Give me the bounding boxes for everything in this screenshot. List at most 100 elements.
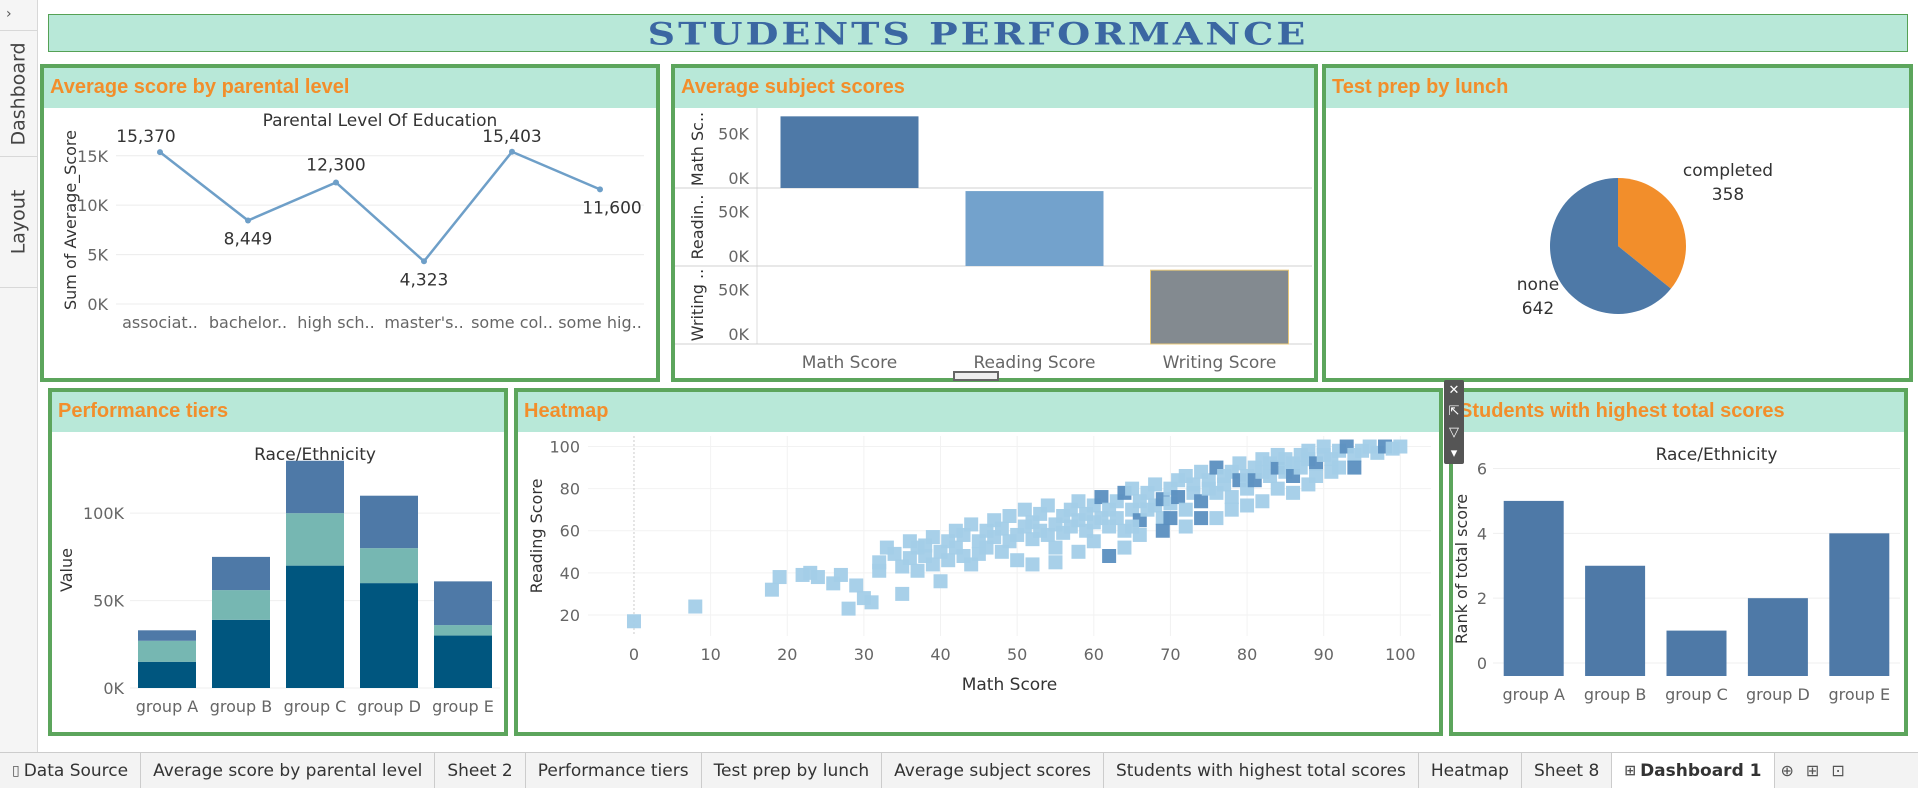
bar-segment <box>286 460 344 514</box>
database-icon: ▯ <box>12 762 20 779</box>
tiers-stacked-bar-chart: Race/Ethnicity Value 0K 50K 100K group A group… <box>57 445 500 716</box>
sheet-tab[interactable]: Heatmap <box>1419 753 1522 788</box>
x-tick-label: group A <box>1502 685 1565 704</box>
y-tick-label: 15K <box>77 147 108 166</box>
new-dashboard-icon[interactable]: ⊞ <box>1805 761 1820 780</box>
y-tick-label: 100K <box>83 504 125 523</box>
side-panel: › Dashboard Layout <box>0 0 38 752</box>
data-point <box>597 186 603 193</box>
close-icon[interactable]: ✕ <box>1448 383 1460 398</box>
slice-label: completed <box>1683 161 1773 181</box>
y-tick-label: 20 <box>560 606 580 625</box>
bar-segment <box>434 625 492 636</box>
drag-handle[interactable] <box>953 371 999 381</box>
bar-segment <box>434 581 492 626</box>
sheet-tab[interactable]: Performance tiers <box>526 753 702 788</box>
x-tick-label: group C <box>1665 685 1728 704</box>
data-point <box>1393 439 1408 454</box>
bar-segment <box>286 565 344 688</box>
sheet-tab[interactable]: ▯ Data Source <box>0 753 142 788</box>
panel-parental[interactable]: Average score by parental level Parental… <box>40 64 660 382</box>
sheet-tab[interactable]: Average score by parental level <box>141 753 436 788</box>
bar-segment <box>434 635 492 688</box>
data-point <box>941 553 956 568</box>
pie-slice <box>1618 178 1686 289</box>
data-point <box>764 582 779 597</box>
sheet-tab[interactable]: Average subject scores <box>882 753 1104 788</box>
data-point <box>864 595 879 610</box>
highest-bar-chart: Race/Ethnicity Rank of total score 0 2 4 6 gro… <box>1452 445 1900 704</box>
data-point <box>1286 485 1301 500</box>
data-point <box>1316 439 1331 454</box>
data-point <box>1125 519 1140 534</box>
x-tick-label: group A <box>136 697 199 716</box>
y-tick-label: 40 <box>560 564 580 583</box>
data-point <box>994 521 1009 536</box>
y-tick-label: 50K <box>718 281 749 300</box>
dashboard-title-banner: STUDENTS PERFORMANCE <box>48 14 1908 52</box>
sheet-tab[interactable]: ⊞ Dashboard 1 <box>1612 753 1775 788</box>
side-tab-layout[interactable]: Layout <box>0 156 37 288</box>
data-point <box>1048 540 1063 555</box>
bar-segment <box>138 630 196 641</box>
bar <box>1666 630 1727 676</box>
data-point <box>1186 477 1201 492</box>
y-axis-label: Reading Score <box>527 479 546 594</box>
x-tick-label: group B <box>1584 685 1647 704</box>
slice-value: 642 <box>1522 299 1554 319</box>
open-sheet-icon[interactable]: ⇱ <box>1448 404 1460 419</box>
x-tick-label: 90 <box>1314 645 1334 664</box>
dashboard-title: STUDENTS PERFORMANCE <box>647 14 1309 52</box>
x-tick-label: group D <box>1746 685 1810 704</box>
x-tick-label: 10 <box>700 645 720 664</box>
sheet-tab[interactable]: Sheet 2 <box>435 753 526 788</box>
panel-highest[interactable]: Students with highest total scores Race/… <box>1449 388 1908 736</box>
subjects-bar-chart: 0K 50K Math Sc.. 0K 50K Readin.. 0K 50K Writing … <box>675 108 1312 373</box>
data-point <box>1025 557 1040 572</box>
data-point <box>1178 502 1193 517</box>
more-options-icon[interactable]: ▾ <box>1450 446 1458 461</box>
y-tick-label: 80 <box>560 480 580 499</box>
x-tick-label: some col.. <box>471 313 553 332</box>
data-point <box>1171 490 1186 505</box>
bar-segment <box>286 513 344 566</box>
new-story-icon[interactable]: ⊡ <box>1831 761 1845 780</box>
bar-segment <box>360 548 418 584</box>
panel-testprep[interactable]: Test prep by lunch completed 358 none 642 <box>1322 64 1913 382</box>
y-tick-label: 0K <box>728 247 749 266</box>
panel-header: Heatmap <box>518 392 1439 432</box>
expand-chevron-icon[interactable]: › <box>6 6 12 22</box>
panel-tiers[interactable]: Performance tiers Race/Ethnicity Value 0K 5… <box>48 388 508 736</box>
y-tick-label: 0 <box>1477 654 1487 673</box>
x-tick-label: Math Score <box>802 353 898 373</box>
panel-heatmap[interactable]: Heatmap 20 40 60 80 100 0 10 20 30 40 50 60 70 80 90 10… <box>514 388 1443 736</box>
x-tick-label: master's.. <box>384 313 463 332</box>
data-label: 11,600 <box>582 198 641 218</box>
sheet-tab-label: Students with highest total scores <box>1115 760 1406 781</box>
sheet-tab-label: Performance tiers <box>537 760 689 781</box>
data-point <box>1109 511 1124 526</box>
data-point <box>772 570 787 585</box>
data-point <box>1125 481 1140 496</box>
data-point <box>1002 509 1017 523</box>
data-point <box>1194 494 1209 509</box>
data-point <box>1209 511 1224 526</box>
parental-line-chart: Parental Level Of Education Sum of Averag… <box>61 111 644 332</box>
bar-segment <box>138 661 196 688</box>
sheet-tab[interactable]: Sheet 8 <box>1522 753 1613 788</box>
side-tab-dashboard[interactable]: Dashboard <box>0 30 37 156</box>
sheet-tab[interactable]: Students with highest total scores <box>1104 753 1419 788</box>
data-label: 12,300 <box>306 155 365 175</box>
sheet-tab[interactable]: Test prep by lunch <box>702 753 883 788</box>
data-point <box>933 574 948 589</box>
panel-subjects[interactable]: Average subject scores 0K 50K Math Sc.. 0K 5… <box>671 64 1318 382</box>
data-point <box>1301 443 1316 458</box>
slice-value: 358 <box>1712 185 1744 205</box>
new-worksheet-icon[interactable]: ⊕ <box>1780 761 1794 780</box>
filter-icon[interactable]: ▽ <box>1449 425 1459 440</box>
series-line <box>159 150 601 264</box>
y-axis-label: Rank of total score <box>1452 494 1471 644</box>
data-point <box>421 258 427 265</box>
bar-segment <box>212 619 270 688</box>
data-point <box>810 570 825 585</box>
